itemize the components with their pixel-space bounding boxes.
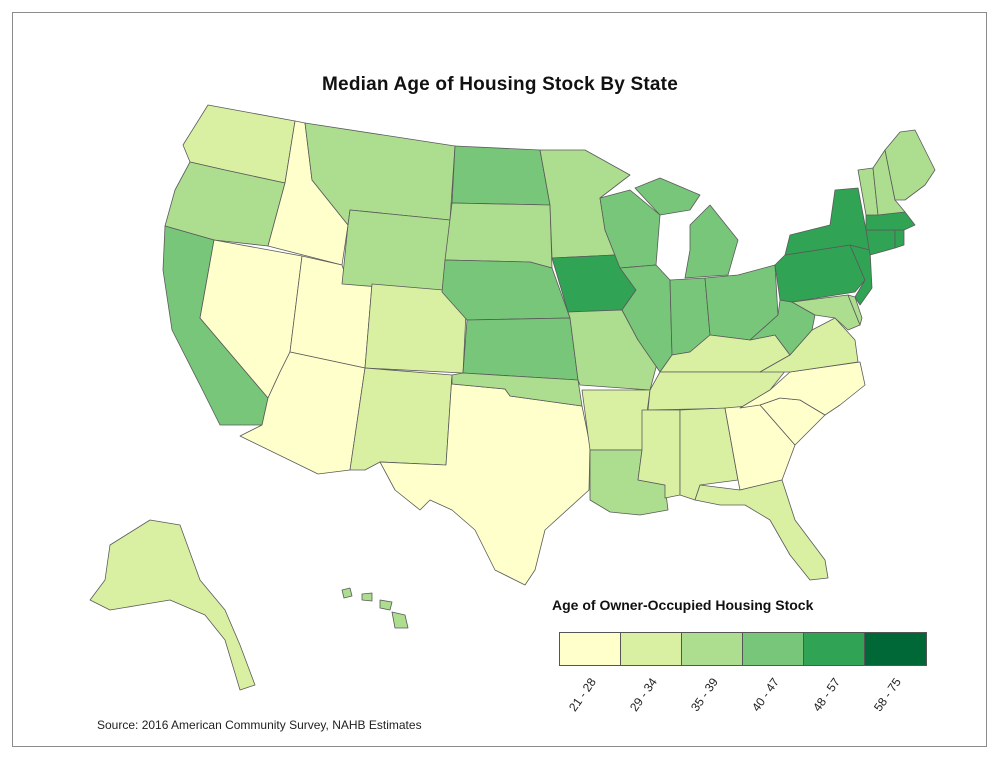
state-ne [441,259,571,321]
state-ri [894,229,905,249]
legend-swatch-3 [682,633,743,665]
legend-title: Age of Owner-Occupied Housing Stock [552,597,814,613]
state-ak [89,519,256,691]
state-ny [784,187,871,256]
state-hi [341,587,409,629]
state-me [884,129,936,201]
state-nh [872,149,906,216]
state-or [164,161,286,247]
state-ok [451,372,583,407]
map-title: Median Age of Housing Stock By State [322,74,678,95]
state-sd [444,202,553,269]
state-fl [694,479,829,581]
legend-swatch-5 [804,633,865,665]
state-de [847,294,863,326]
state-mi [634,177,739,279]
legend-swatch-4 [743,633,804,665]
state-nm [349,367,453,471]
legend-swatch-6 [865,633,926,665]
state-nc [739,361,866,416]
state-ks [462,317,579,381]
legend-swatch-1 [560,633,621,665]
state-ar [581,389,651,451]
source-note: Source: 2016 American Community Survey, … [97,718,422,732]
legend-swatch-2 [621,633,682,665]
state-wy [341,209,451,293]
state-nd [451,145,551,206]
state-ct [865,229,896,256]
legend-color-scale [559,632,927,666]
